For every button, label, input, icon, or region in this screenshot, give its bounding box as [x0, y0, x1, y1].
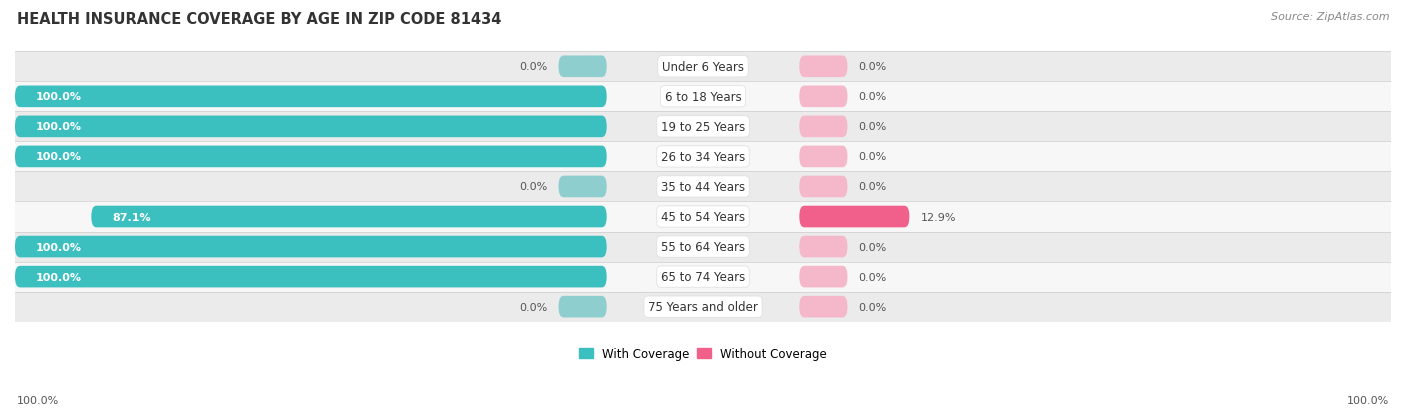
Text: 87.1%: 87.1% [112, 212, 150, 222]
Bar [15, 82, 1391, 112]
Text: 45 to 54 Years: 45 to 54 Years [661, 211, 745, 223]
Text: 0.0%: 0.0% [859, 62, 887, 72]
FancyBboxPatch shape [558, 56, 606, 78]
Bar [15, 202, 1391, 232]
FancyBboxPatch shape [800, 146, 848, 168]
Text: 100.0%: 100.0% [35, 242, 82, 252]
Text: 26 to 34 Years: 26 to 34 Years [661, 151, 745, 164]
Text: 0.0%: 0.0% [519, 182, 547, 192]
FancyBboxPatch shape [800, 116, 848, 138]
Bar [15, 112, 1391, 142]
FancyBboxPatch shape [800, 206, 910, 228]
Text: 19 to 25 Years: 19 to 25 Years [661, 121, 745, 133]
Bar [15, 262, 1391, 292]
Text: 100.0%: 100.0% [35, 122, 82, 132]
Bar [15, 292, 1391, 322]
FancyBboxPatch shape [800, 176, 848, 198]
Text: 0.0%: 0.0% [859, 272, 887, 282]
Bar [15, 142, 1391, 172]
Text: 0.0%: 0.0% [859, 302, 887, 312]
FancyBboxPatch shape [800, 266, 848, 288]
Text: 0.0%: 0.0% [859, 122, 887, 132]
Text: 0.0%: 0.0% [859, 152, 887, 162]
Text: 0.0%: 0.0% [859, 242, 887, 252]
Text: Under 6 Years: Under 6 Years [662, 61, 744, 74]
Bar [15, 172, 1391, 202]
Text: HEALTH INSURANCE COVERAGE BY AGE IN ZIP CODE 81434: HEALTH INSURANCE COVERAGE BY AGE IN ZIP … [17, 12, 502, 27]
Text: 6 to 18 Years: 6 to 18 Years [665, 90, 741, 104]
Text: 75 Years and older: 75 Years and older [648, 300, 758, 313]
FancyBboxPatch shape [800, 86, 848, 108]
FancyBboxPatch shape [800, 56, 848, 78]
Text: 55 to 64 Years: 55 to 64 Years [661, 240, 745, 254]
Bar [15, 52, 1391, 82]
Text: 35 to 44 Years: 35 to 44 Years [661, 180, 745, 194]
Text: 0.0%: 0.0% [859, 92, 887, 102]
Text: 100.0%: 100.0% [35, 152, 82, 162]
FancyBboxPatch shape [558, 296, 606, 318]
Legend: With Coverage, Without Coverage: With Coverage, Without Coverage [574, 342, 832, 365]
Text: 0.0%: 0.0% [859, 182, 887, 192]
FancyBboxPatch shape [15, 236, 606, 258]
Text: 0.0%: 0.0% [519, 302, 547, 312]
Text: 100.0%: 100.0% [1347, 395, 1389, 405]
FancyBboxPatch shape [15, 146, 606, 168]
Text: 100.0%: 100.0% [35, 92, 82, 102]
Text: 100.0%: 100.0% [17, 395, 59, 405]
FancyBboxPatch shape [15, 266, 606, 288]
FancyBboxPatch shape [91, 206, 606, 228]
FancyBboxPatch shape [558, 176, 606, 198]
FancyBboxPatch shape [15, 86, 606, 108]
Text: 12.9%: 12.9% [921, 212, 956, 222]
FancyBboxPatch shape [800, 296, 848, 318]
FancyBboxPatch shape [800, 236, 848, 258]
Text: 100.0%: 100.0% [35, 272, 82, 282]
Text: 0.0%: 0.0% [519, 62, 547, 72]
Bar [15, 232, 1391, 262]
Text: Source: ZipAtlas.com: Source: ZipAtlas.com [1271, 12, 1389, 22]
Text: 65 to 74 Years: 65 to 74 Years [661, 271, 745, 283]
FancyBboxPatch shape [15, 116, 606, 138]
